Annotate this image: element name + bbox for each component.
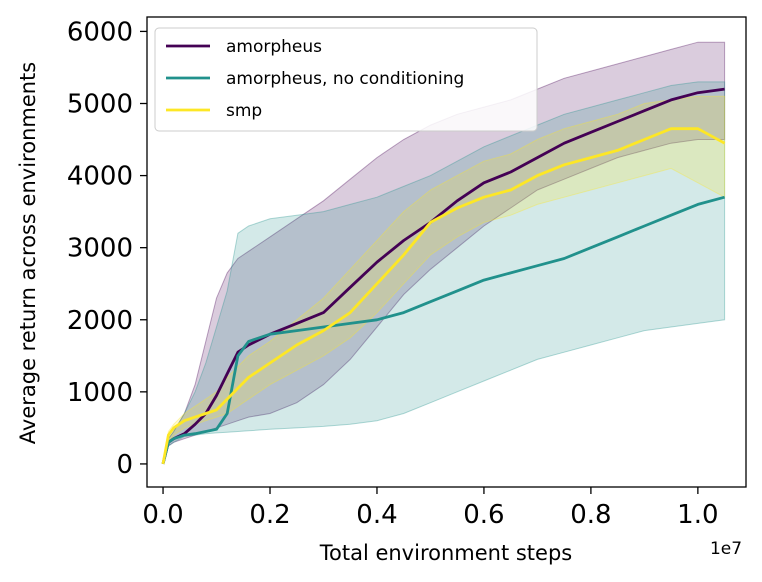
- plot-frame: [146, 16, 747, 488]
- y-axis-label: Average return across environments: [16, 62, 40, 444]
- line-smp: [161, 127, 726, 465]
- band-amorpheus: [162, 41, 726, 465]
- legend-label-smp: smp: [226, 101, 262, 121]
- line-amorpheus: [161, 87, 725, 465]
- confidence-bands: [162, 41, 726, 465]
- y-tick-label: 4000: [67, 162, 133, 192]
- line-amorpheus-no-conditioning: [161, 195, 725, 465]
- y-axis: 0 1000 2000 3000 4000 5000 6000: [67, 17, 147, 480]
- x-axis-label: Total environment steps: [319, 541, 573, 565]
- band-smp: [162, 95, 726, 465]
- y-tick-label: 5000: [67, 90, 133, 120]
- x-axis-offset-label: 1e7: [710, 539, 742, 559]
- band-amorpheus-no-conditioning: [162, 81, 726, 465]
- x-tick-label: 0.4: [356, 500, 397, 530]
- y-tick-label: 6000: [67, 17, 133, 47]
- legend-label-amorpheus: amorpheus: [226, 37, 322, 57]
- x-tick-label: 0.0: [142, 500, 183, 530]
- x-tick-label: 1.0: [677, 500, 718, 530]
- legend: amorpheus amorpheus, no conditioning smp: [154, 27, 538, 132]
- y-tick-label: 1000: [67, 378, 133, 408]
- y-tick-label: 2000: [67, 306, 133, 336]
- legend-box: [154, 27, 538, 132]
- x-tick-label: 0.8: [570, 500, 611, 530]
- legend-entry-smp: smp: [166, 101, 262, 121]
- legend-label-amorpheus-no-conditioning: amorpheus, no conditioning: [226, 69, 464, 89]
- x-tick-label: 0.2: [249, 500, 290, 530]
- legend-entry-amorpheus: amorpheus: [166, 37, 322, 57]
- x-axis: 0.0 0.2 0.4 0.6 0.8 1.0: [142, 487, 719, 530]
- y-tick-label: 0: [116, 450, 133, 480]
- x-tick-label: 0.6: [463, 500, 504, 530]
- series-lines: [161, 87, 726, 465]
- legend-entry-amorpheus-no-conditioning: amorpheus, no conditioning: [166, 69, 464, 89]
- y-tick-label: 3000: [67, 234, 133, 264]
